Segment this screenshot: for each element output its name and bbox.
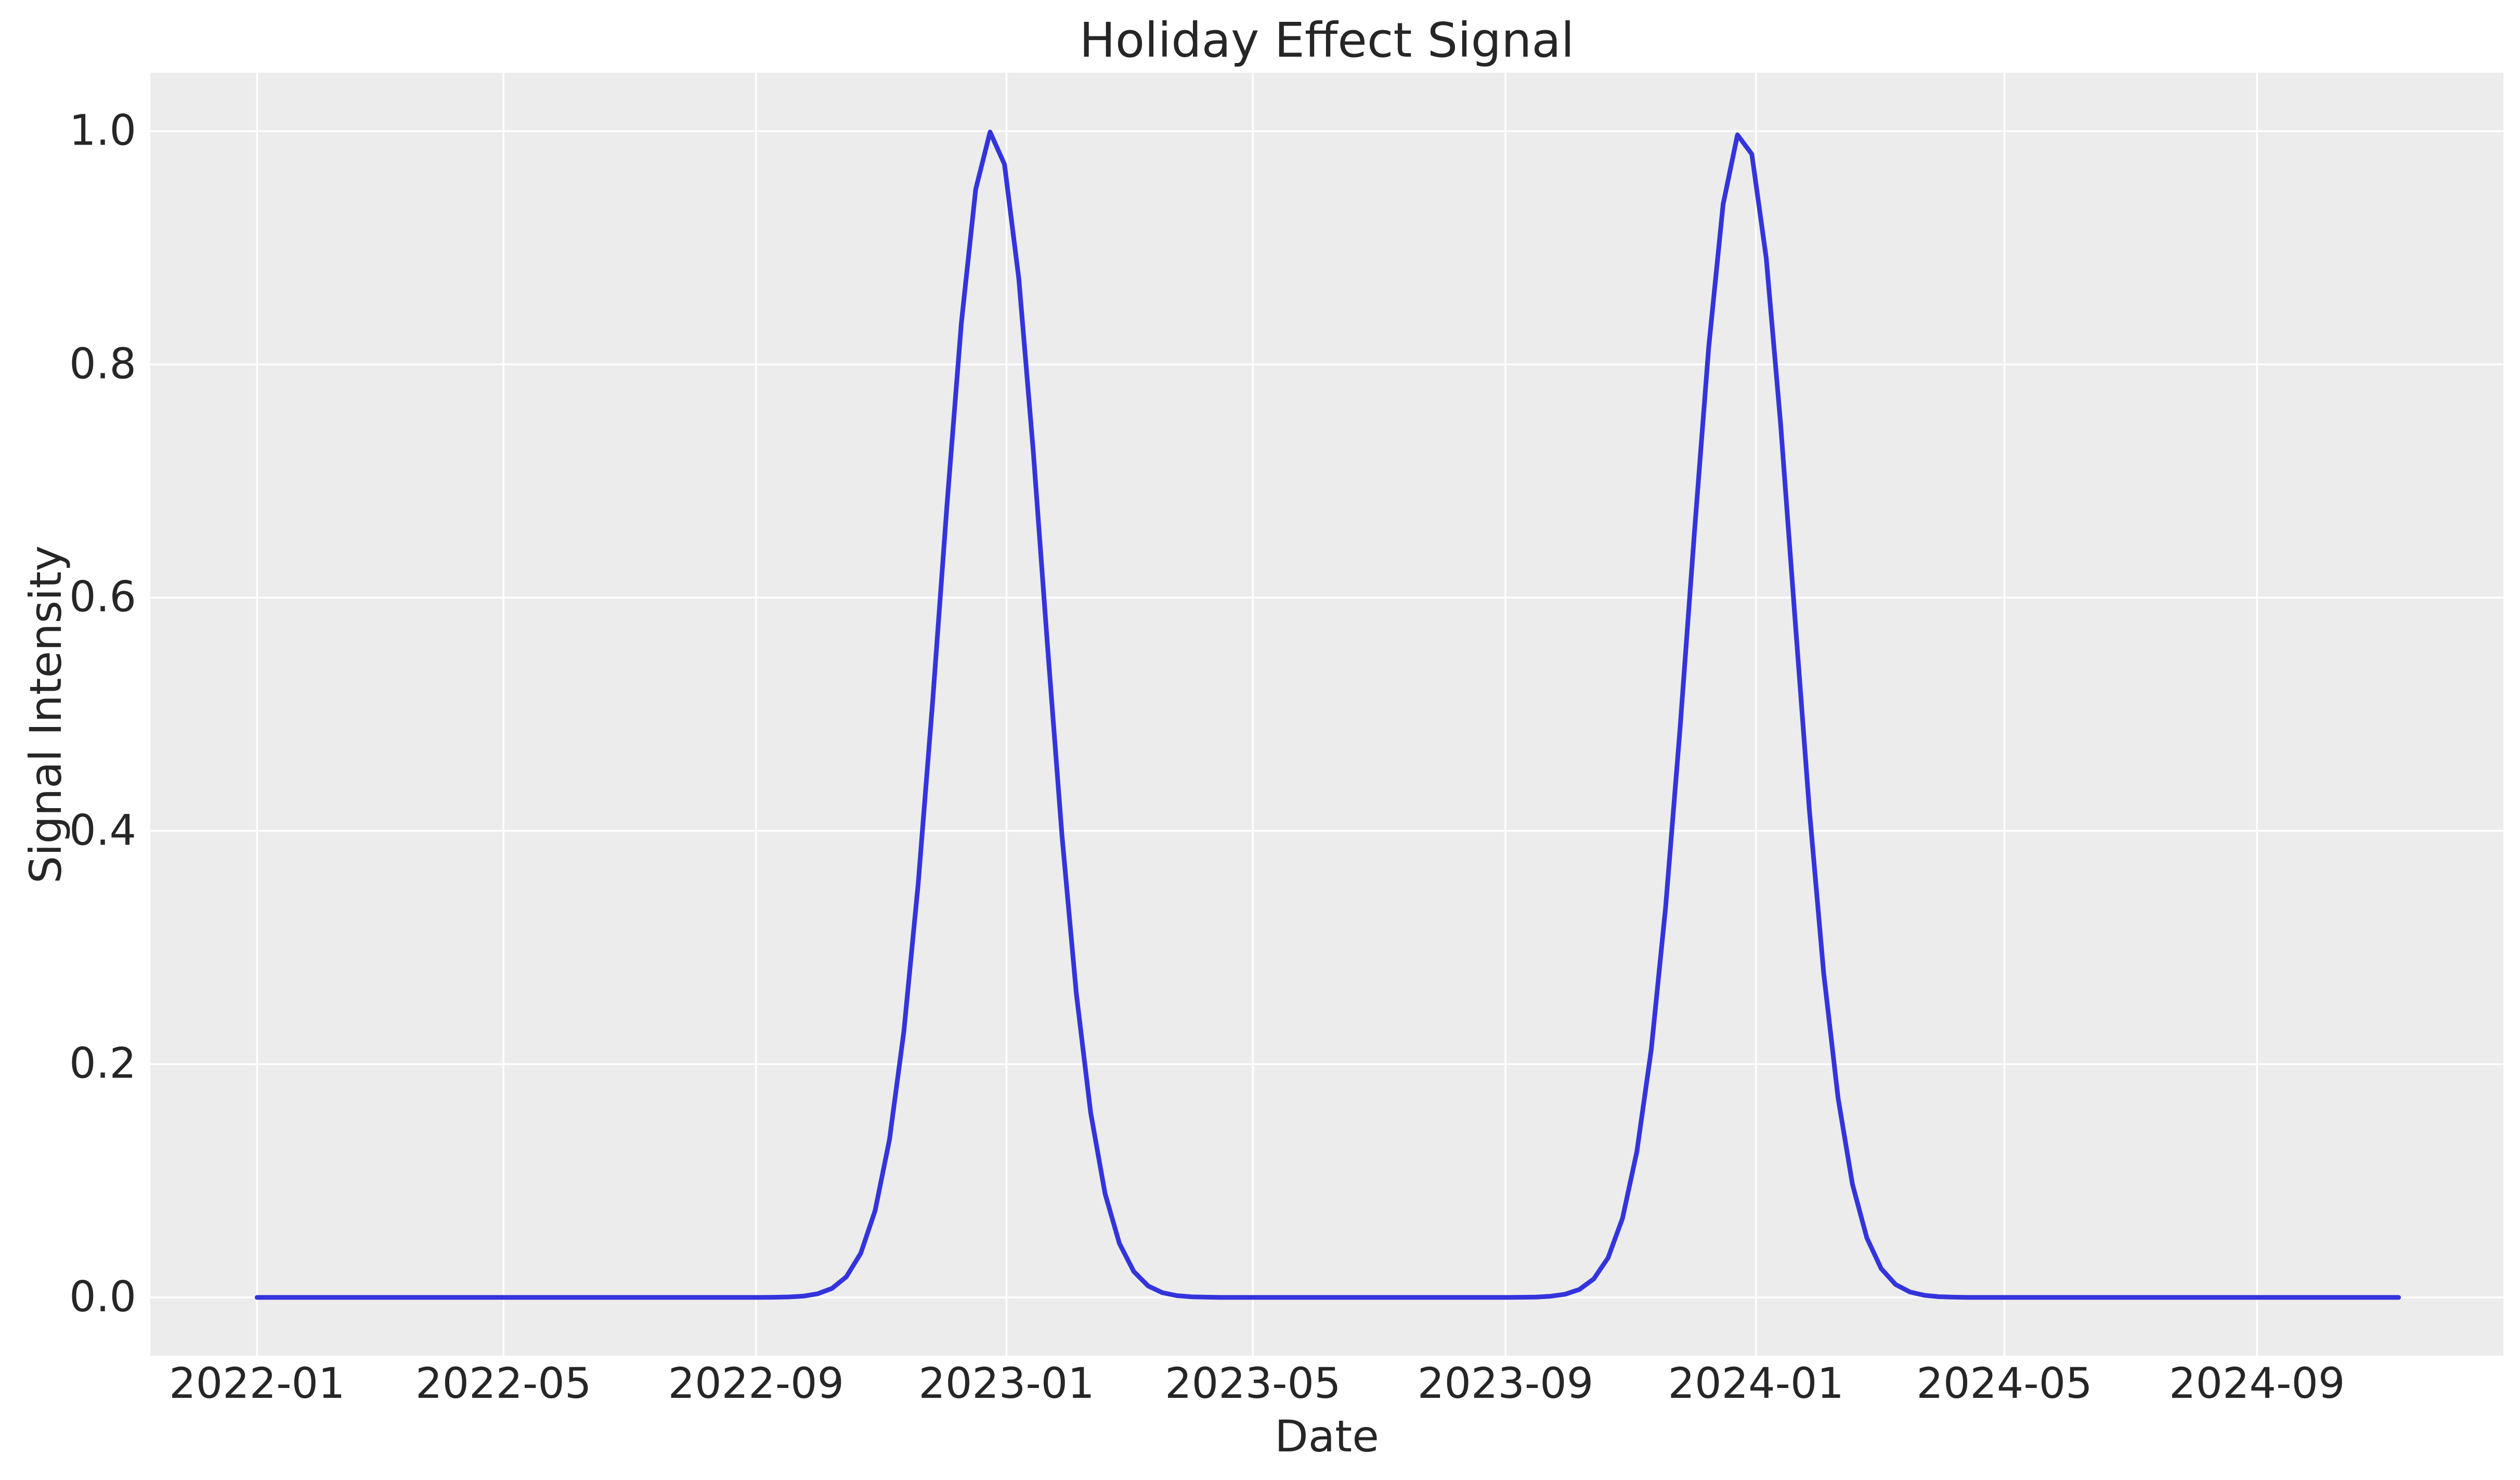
y-tick-label: 0.2 xyxy=(69,1039,136,1088)
x-tick-label: 2023-05 xyxy=(1165,1359,1341,1408)
x-tick-label: 2022-05 xyxy=(415,1359,592,1408)
y-tick-label: 0.8 xyxy=(69,340,136,389)
x-tick-label: 2024-09 xyxy=(2168,1359,2345,1408)
x-tick-label: 2023-09 xyxy=(1417,1359,1594,1408)
y-tick-label: 0.4 xyxy=(69,806,136,855)
x-tick-label: 2022-09 xyxy=(668,1359,845,1408)
x-tick-label: 2022-01 xyxy=(169,1359,345,1408)
y-tick-label: 0.6 xyxy=(69,573,136,622)
x-tick-label: 2024-05 xyxy=(1916,1359,2093,1408)
chart-title: Holiday Effect Signal xyxy=(1079,12,1575,68)
y-tick-label: 1.0 xyxy=(69,106,136,155)
signal-line xyxy=(254,129,2401,1300)
x-axis-label: Date xyxy=(1275,1411,1379,1462)
y-axis-label: Signal Intensity xyxy=(20,545,71,884)
x-tick-label: 2023-01 xyxy=(918,1359,1095,1408)
y-tick-label: 0.0 xyxy=(69,1273,136,1322)
x-tick-label: 2024-01 xyxy=(1668,1359,1844,1408)
plot-background xyxy=(150,73,2503,1356)
